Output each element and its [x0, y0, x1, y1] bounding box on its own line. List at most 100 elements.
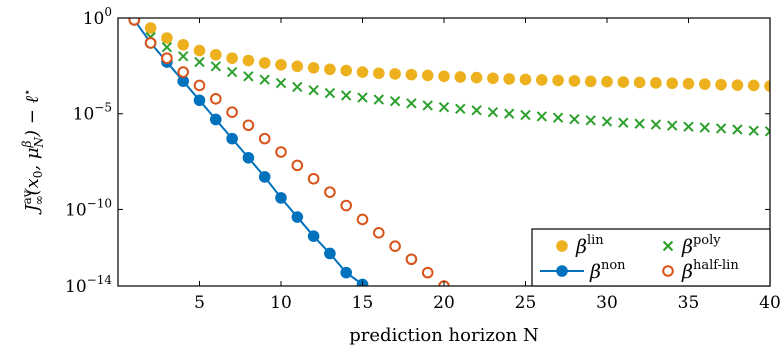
data-point-half-lin [258, 132, 271, 145]
data-point-half-lin [307, 172, 320, 185]
legend-box [531, 228, 771, 287]
data-point-non [177, 75, 189, 87]
data-point-half-lin [161, 52, 173, 64]
data-point-lin [193, 44, 206, 57]
data-point-non [324, 247, 336, 260]
data-point-lin [373, 67, 385, 80]
data-point-poly [406, 98, 417, 109]
data-point-poly [226, 66, 238, 78]
data-point-non [210, 113, 222, 126]
data-point-lin [601, 75, 613, 88]
data-point-lin [470, 71, 483, 84]
data-point-non [226, 132, 238, 145]
data-point-half-lin [324, 186, 336, 198]
data-point-lin [226, 52, 238, 64]
data-point-lin [340, 64, 353, 77]
data-point-half-lin [193, 79, 206, 92]
x-tick-label: 10 [270, 293, 292, 313]
data-point-poly [259, 74, 270, 85]
x-tick-label: 40 [759, 293, 781, 313]
data-point-half-lin [356, 213, 369, 226]
data-point-poly [373, 94, 385, 105]
data-point-poly [503, 108, 515, 119]
data-point-half-lin [456, 295, 466, 305]
data-point-non [275, 192, 287, 204]
data-point-lin [682, 77, 695, 90]
data-point-poly [650, 119, 662, 130]
data-point-lin [764, 80, 770, 92]
data-point-poly [292, 81, 303, 93]
data-point-lin [487, 72, 499, 85]
x-tick-label: 25 [515, 293, 537, 313]
legend-item-non: βnon [540, 258, 626, 283]
y-tick-base: 10 [65, 200, 87, 220]
data-point-lin [715, 78, 727, 91]
data-point-poly [422, 100, 433, 111]
legend-marker-lin [556, 240, 568, 252]
legend-label-poly: βpoly [681, 233, 721, 258]
data-point-lin [242, 54, 255, 67]
data-point-lin [291, 60, 304, 73]
legend-item-half-lin: βhalf-lin [662, 258, 739, 283]
x-tick-label: 15 [352, 293, 374, 313]
data-point-lin [177, 38, 189, 51]
data-point-half-lin [226, 106, 238, 118]
data-point-half-lin [373, 227, 385, 239]
data-point-lin [258, 57, 271, 69]
data-point-poly [666, 120, 678, 131]
y-axis-label: Jav∞(x0, μβN) − ℓ⋆ [20, 88, 46, 215]
legend-item-lin: βlin [556, 233, 604, 258]
y-tick-label: 10−14 [65, 273, 112, 297]
data-point-poly [324, 87, 336, 99]
data-point-poly [161, 41, 173, 53]
data-point-lin [161, 32, 173, 44]
data-point-half-lin [421, 266, 434, 279]
data-point-poly [569, 113, 580, 125]
data-point-lin [503, 73, 515, 85]
data-point-poly [601, 116, 613, 127]
data-point-poly [194, 56, 205, 68]
x-axis-label: prediction horizon N [349, 325, 538, 346]
data-point-poly [699, 122, 711, 133]
x-tick-label: 35 [678, 293, 700, 313]
legend-label-non: βnon [589, 258, 626, 283]
data-point-poly [585, 115, 596, 126]
data-point-lin [405, 68, 418, 81]
data-point-lin [617, 76, 630, 88]
data-point-half-lin [389, 240, 401, 252]
data-point-lin [210, 48, 222, 61]
legend: βlin βpoly βnon βhalf-lin [531, 228, 771, 287]
data-point-poly [455, 103, 466, 115]
data-point-lin [552, 74, 564, 87]
x-tick-label: 5 [194, 293, 205, 313]
x-tick-label: 30 [596, 293, 618, 313]
data-point-poly [732, 124, 743, 135]
data-point-half-lin [405, 253, 418, 266]
data-point-lin [519, 73, 532, 86]
data-point-half-lin [275, 146, 287, 158]
data-point-lin [307, 62, 320, 74]
data-point-half-lin [472, 308, 482, 318]
data-point-lin [144, 22, 157, 34]
x-axis: 5 10 15 20 25 30 35 40 [194, 18, 781, 313]
legend-label-half-lin: βhalf-lin [681, 258, 739, 283]
data-point-non [291, 211, 304, 223]
data-point-poly [683, 121, 694, 132]
data-point-lin [389, 68, 401, 80]
data-point-half-lin [177, 66, 189, 78]
data-point-non [193, 94, 206, 107]
data-point-poly [471, 105, 482, 116]
legend-marker-half-lin [662, 265, 674, 277]
data-point-lin [731, 79, 744, 91]
data-point-lin [568, 75, 581, 87]
legend-marker-poly [662, 240, 674, 252]
data-point-poly [243, 71, 254, 82]
y-tick-base: 10 [65, 277, 87, 297]
data-point-poly [357, 92, 368, 103]
series-half-lin [128, 18, 482, 318]
y-tick-base: 10 [83, 9, 105, 29]
y-tick-exponent: 0 [104, 5, 112, 19]
data-series-layer [128, 18, 770, 318]
data-point-poly [764, 126, 770, 137]
